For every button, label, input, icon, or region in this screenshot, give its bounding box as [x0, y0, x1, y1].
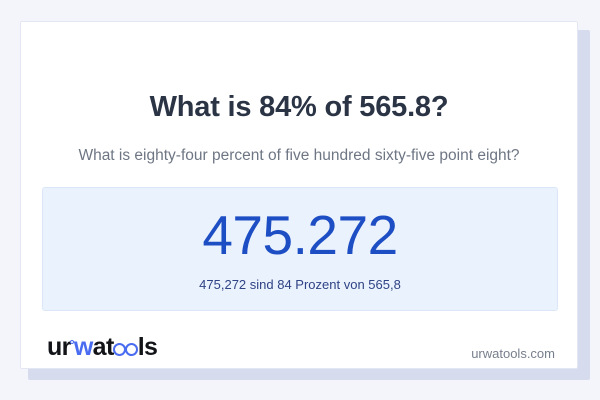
result-panel: 475.272 475,272 sind 84 Prozent von 565,… [42, 187, 558, 311]
brand-logo[interactable]: ur wat ls [47, 333, 158, 361]
result-caption: 475,272 sind 84 Prozent von 565,8 [199, 277, 401, 292]
letter-o-ring-icon-2 [125, 343, 139, 356]
page-title: What is 84% of 565.8? [149, 91, 449, 124]
logo-text-part-4: ls [137, 333, 158, 361]
logo-text-part-3: at [92, 333, 115, 361]
result-card: What is 84% of 565.8? What is eighty-fou… [20, 21, 578, 369]
logo-text-part-1: ur [47, 333, 71, 361]
result-value: 475.272 [202, 204, 398, 266]
logo-text-part-2: w [73, 333, 93, 361]
degree-dot-icon [69, 340, 74, 344]
question-subtitle: What is eighty-four percent of five hund… [78, 146, 520, 164]
site-url: urwatools.com [471, 346, 555, 361]
